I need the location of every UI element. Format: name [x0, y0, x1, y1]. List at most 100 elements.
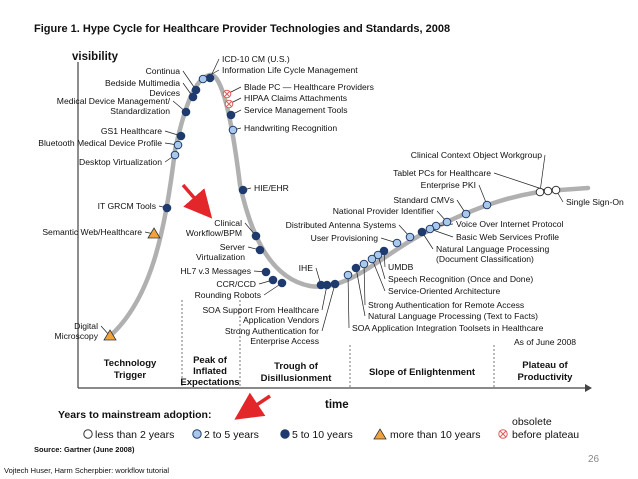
technology-label: Natural Language Processing (Document Cla…	[436, 244, 549, 264]
technology-label: Voice Over Internet Protocol	[456, 219, 564, 229]
technology-marker	[103, 329, 117, 341]
technology-label: Clinical Context Object Workgroup	[411, 150, 542, 160]
technology-label: Rounding Robots	[195, 290, 261, 300]
legend-title: Years to mainstream adoption:	[58, 409, 211, 421]
x-axis-arrow	[585, 384, 592, 392]
technology-label: Bluetooth Medical Device Profile	[38, 138, 162, 148]
legend: less than 2 years 2 to 5 years 5 to 10 y…	[83, 416, 579, 441]
technology-marker	[367, 254, 377, 264]
legend-label: more than 10 years	[390, 429, 480, 441]
technology-label: CCR/CCD	[216, 279, 256, 289]
technology-label: Service-Oriented Architecture	[388, 286, 500, 296]
technology-marker	[359, 259, 369, 269]
technology-marker	[379, 246, 389, 256]
leader-line	[539, 154, 546, 193]
technology-marker	[461, 209, 471, 219]
technology-label: Bedside Multimedia Devices	[105, 78, 180, 98]
technology-label: HIPAA Claims Attachments	[244, 93, 347, 103]
leader-line	[371, 258, 386, 292]
technology-marker	[343, 270, 353, 280]
technology-label: GS1 Healthcare	[101, 126, 162, 136]
technology-label: Strong Authentication for Enterprise Acce…	[225, 326, 319, 346]
technology-marker	[551, 185, 561, 195]
technology-label: User Provisioning	[311, 233, 379, 243]
technology-label: SOA Application Integration Toolsets in …	[352, 323, 544, 333]
technology-label: Handwriting Recognition	[244, 123, 337, 133]
legend-label: 5 to 10 years	[292, 429, 353, 441]
leader-line	[363, 263, 366, 306]
technology-marker	[392, 238, 402, 248]
technology-marker	[147, 227, 161, 239]
technology-marker	[191, 85, 201, 95]
source-note: Source: Gartner (June 2008)	[34, 445, 135, 454]
technology-label: Tablet PCs for Healthcare	[393, 168, 491, 178]
technology-marker	[162, 203, 172, 213]
technology-label: Blade PC — Healthcare Providers	[244, 82, 374, 92]
technology-marker	[442, 217, 452, 227]
phase-peak: Peak of Inflated Expectations	[180, 355, 239, 388]
technology-label: Desktop Virtualization	[79, 157, 162, 167]
leader-line	[321, 283, 336, 332]
legend-marker-more-than-10	[373, 428, 387, 440]
technology-marker	[373, 250, 383, 260]
technology-label: Semantic Web/Healthcare	[42, 227, 142, 237]
technology-label: Service Management Tools	[244, 105, 348, 115]
technology-label: Information Life Cycle Management	[222, 65, 358, 75]
technology-label: Enterprise PKI	[421, 180, 476, 190]
red-arrow-lower	[234, 392, 271, 420]
technology-marker	[405, 232, 415, 242]
technology-label: Distributed Antenna Systems	[286, 220, 396, 230]
technology-label: UMDB	[388, 262, 414, 272]
x-axis-label: time	[325, 399, 349, 411]
technology-label: National Provider Identifier	[333, 206, 434, 216]
legend-label: obsolete before plateau	[512, 416, 579, 441]
phase-trough: Trough of Disillusionment	[261, 361, 333, 384]
technology-marker	[226, 110, 236, 120]
obsolete-cross	[226, 101, 232, 107]
y-axis-label: visibility	[72, 51, 119, 63]
technology-markers	[103, 73, 561, 341]
technology-marker	[535, 187, 545, 197]
technology-marker	[277, 278, 287, 288]
technology-label: Standard CMVs	[393, 195, 454, 205]
leader-line	[355, 267, 366, 317]
phase-technology-trigger: Technology Trigger	[104, 358, 157, 381]
technology-marker	[238, 185, 248, 195]
as-of-note: As of June 2008	[514, 337, 576, 347]
legend-marker-2-to-5	[192, 429, 202, 439]
footer-credit: Vojtech Huser, Harm Scherpbier: workflow…	[4, 466, 169, 475]
technology-label: Basic Web Services Profile	[456, 232, 559, 242]
technology-marker	[322, 280, 332, 290]
phase-slope: Slope of Enlightenment	[369, 367, 476, 378]
technology-label: IHE	[299, 263, 314, 273]
technology-marker	[205, 73, 215, 83]
red-arrow-upper	[181, 183, 213, 219]
technology-labels: ICD-10 CM (U.S.)Information Life Cycle M…	[38, 54, 624, 346]
technology-label: Strong Authentication for Remote Access	[368, 300, 524, 310]
legend-marker-5-to-10	[280, 429, 290, 439]
technology-label: Continua	[146, 66, 181, 76]
technology-label: Server Virtualization	[196, 242, 245, 262]
chart-title: Figure 1. Hype Cycle for Healthcare Prov…	[34, 23, 450, 35]
page-number: 26	[588, 454, 600, 465]
technology-marker	[351, 263, 361, 273]
technology-label: Clinical Workflow/BPM	[186, 218, 242, 238]
legend-marker-less-than-2	[83, 429, 93, 439]
technology-marker	[330, 279, 340, 289]
technology-marker	[176, 131, 186, 141]
technology-marker	[170, 150, 180, 160]
technology-label: Speech Recognition (Once and Done)	[388, 274, 533, 284]
technology-marker	[255, 245, 265, 255]
technology-marker	[251, 231, 261, 241]
technology-marker	[482, 200, 492, 210]
technology-label: ICD-10 CM (U.S.)	[222, 54, 290, 64]
legend-label: less than 2 years	[95, 429, 174, 441]
technology-marker	[543, 186, 553, 196]
technology-marker	[268, 275, 278, 285]
technology-marker	[417, 227, 427, 237]
technology-label: Digital Microscopy	[55, 321, 99, 341]
technology-label: Natural Language Processing (Text to Fac…	[368, 311, 538, 321]
technology-marker	[181, 107, 191, 117]
technology-label: IT GRCM Tools	[98, 201, 156, 211]
